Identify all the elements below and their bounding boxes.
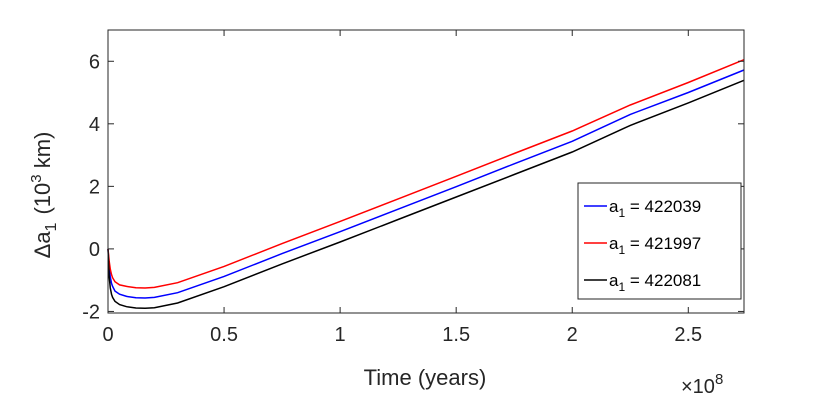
x-tick-label-0: 0 [102, 324, 113, 346]
x-tick-label-4: 2 [567, 324, 578, 346]
legend: a1 = 422039 a1 = 421997 a1 = 422081 [577, 182, 742, 300]
x-tick-label-5: 2.5 [674, 324, 702, 346]
axes-box [107, 29, 745, 314]
x-exponent-label: ×108 [681, 371, 723, 398]
x-tick-label-3: 1.5 [442, 324, 470, 346]
legend-entry-0-main: a [609, 197, 619, 216]
series-line-1 [107, 59, 745, 289]
y-label-unit-close: km) [30, 132, 55, 175]
series-line-2 [107, 79, 745, 310]
y-label-unit-sup: 3 [28, 174, 45, 182]
x-tick-label-1: 0.5 [210, 324, 238, 346]
legend-entry-0-rest: = 422039 [625, 197, 701, 216]
y-label-sub: 1 [43, 222, 60, 231]
y-tick-label-3: 4 [89, 114, 100, 136]
y-tick-label-0: -2 [82, 301, 100, 323]
y-label-unit-open: (10 [30, 183, 55, 215]
legend-entry-1-main: a [609, 234, 619, 253]
legend-entry-0-sub: 1 [618, 206, 625, 220]
legend-entry-1: a1 = 421997 [609, 234, 701, 257]
legend-entry-0: a1 = 422039 [609, 197, 701, 220]
x-exponent-prefix: ×10 [681, 376, 715, 398]
y-tick-label-2: 2 [89, 176, 100, 198]
series-layer [107, 59, 745, 310]
x-exponent-power: 8 [715, 371, 723, 388]
legend-entry-2-rest: = 422081 [625, 271, 701, 290]
legend-entry-2: a1 = 422081 [609, 271, 701, 294]
legend-entry-1-sub: 1 [618, 243, 625, 257]
x-axis-label: Time (years) [364, 365, 487, 390]
series-line-0 [107, 69, 745, 299]
legend-entry-2-main: a [609, 271, 619, 290]
y-axis-label: Δa1 (103 km) [28, 132, 60, 259]
legend-entry-1-rest: = 421997 [625, 234, 701, 253]
y-tick-label-1: 0 [89, 239, 100, 261]
y-label-main: Δa [30, 231, 55, 259]
legend-entry-2-sub: 1 [618, 280, 625, 294]
y-tick-label-4: 6 [89, 51, 100, 73]
x-tick-label-2: 1 [335, 324, 346, 346]
